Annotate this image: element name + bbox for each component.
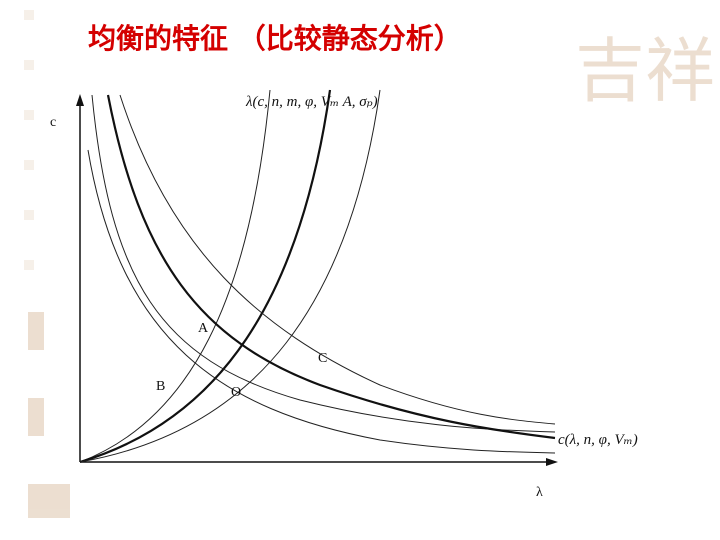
falling-curve	[106, 94, 556, 440]
point-label: A	[198, 321, 209, 336]
rising-curve	[79, 89, 332, 464]
falling-curve	[87, 149, 556, 454]
x-axis-label: λ	[536, 485, 543, 500]
y-axis-label: c	[50, 115, 56, 130]
point-label: O	[231, 385, 241, 400]
rising-curve	[79, 89, 271, 463]
decoration: 吉祥	[24, 10, 715, 518]
curve-label: λ(c, n, m, φ, Vₘ A, σₚ)	[245, 94, 378, 110]
falling-curve	[119, 94, 556, 425]
title: 均衡的特征 （比较静态分析）	[88, 22, 462, 55]
watermark: 吉祥	[575, 34, 715, 111]
axes	[76, 94, 558, 466]
point-label: B	[156, 379, 165, 394]
curves	[79, 89, 556, 464]
curve-label: c(λ, n, φ, Vₘ)	[558, 432, 638, 448]
rising-curve	[79, 89, 381, 463]
falling-curve	[91, 94, 556, 433]
point-label: C	[318, 351, 327, 366]
